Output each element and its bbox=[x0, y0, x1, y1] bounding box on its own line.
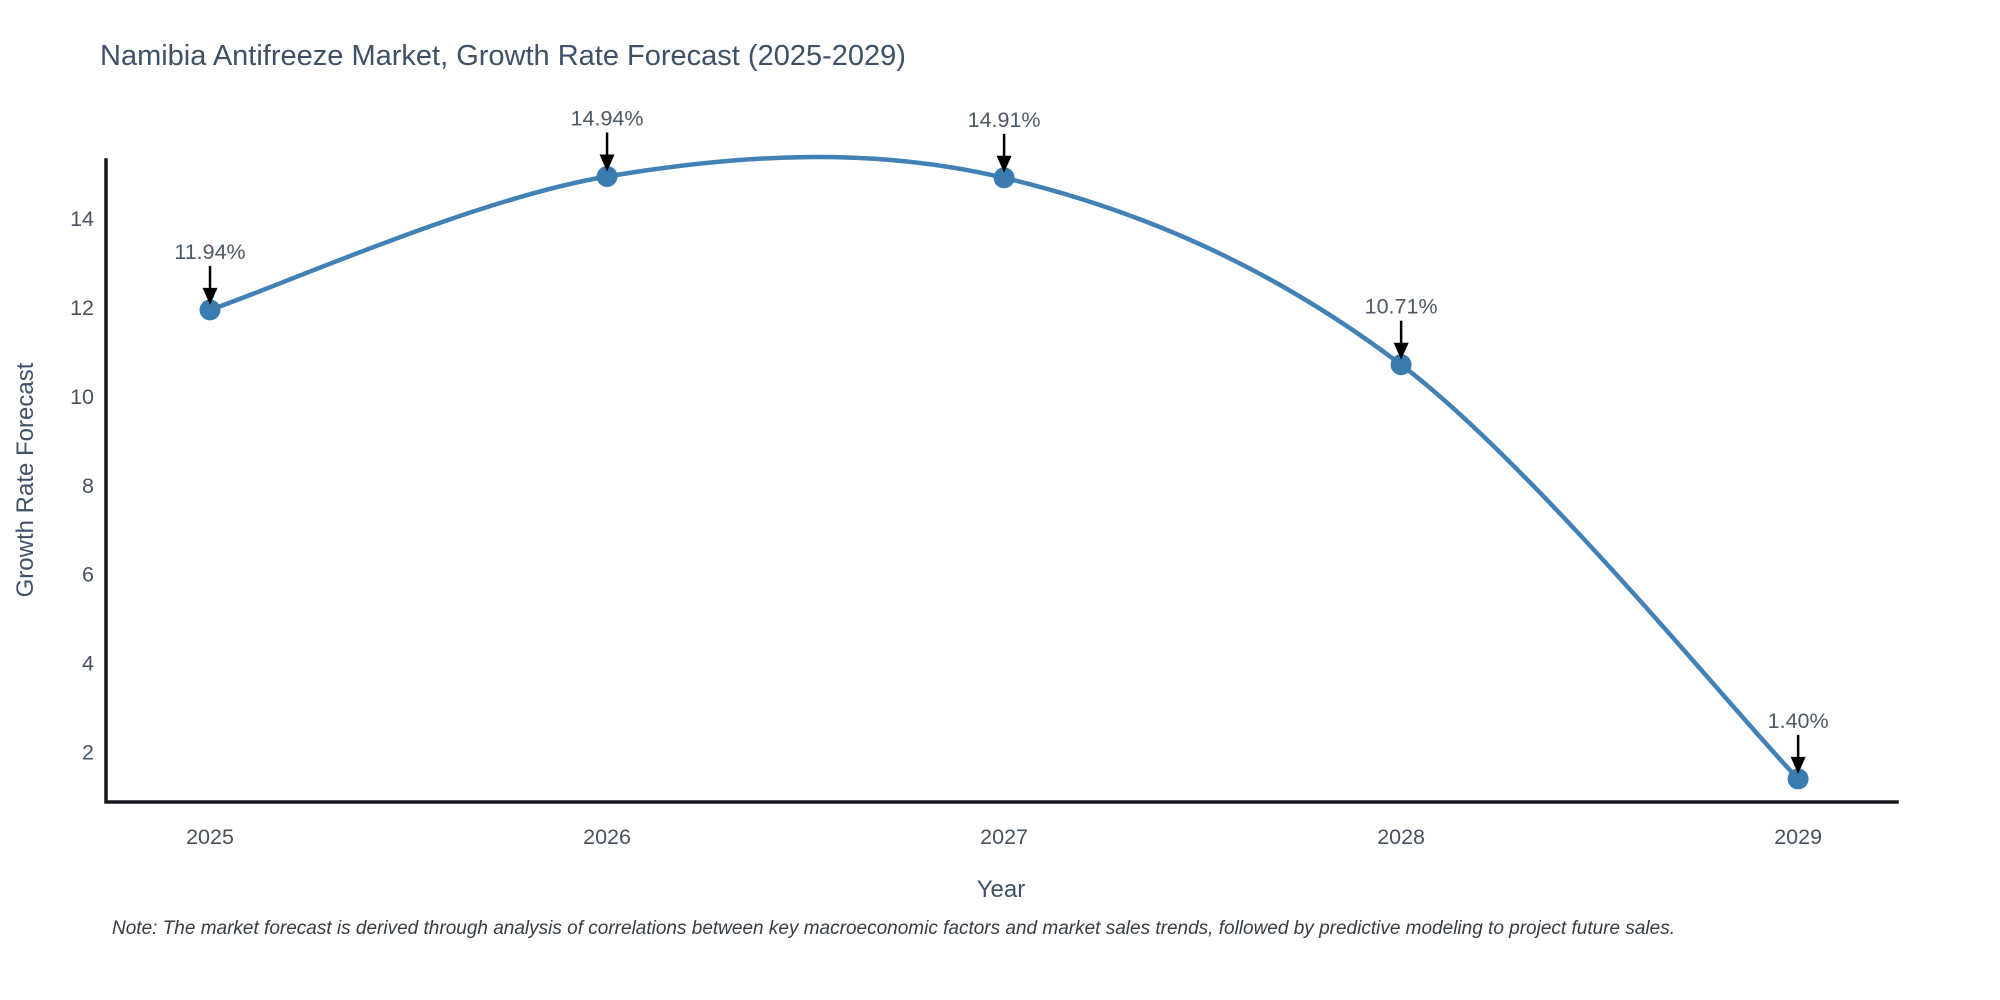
annotation-arrowhead-icon bbox=[996, 155, 1012, 173]
data-point-marker bbox=[1390, 354, 1412, 376]
annotation-label: 11.94% bbox=[174, 240, 245, 264]
x-tick-label: 2026 bbox=[583, 825, 631, 849]
y-tick-label: 10 bbox=[70, 385, 94, 409]
y-tick-label: 2 bbox=[82, 741, 94, 765]
annotation-arrowhead-icon bbox=[599, 154, 615, 172]
axis-spines bbox=[104, 158, 1899, 804]
x-tick-label: 2025 bbox=[186, 825, 234, 849]
annotation-label: 14.94% bbox=[571, 107, 644, 131]
annotation-label: 14.91% bbox=[968, 108, 1041, 132]
y-tick-label: 6 bbox=[82, 563, 94, 587]
x-axis-title: Year bbox=[976, 876, 1026, 903]
x-tick-label: 2027 bbox=[980, 825, 1028, 849]
data-point-marker bbox=[993, 167, 1015, 189]
y-tick-label: 12 bbox=[70, 296, 94, 320]
y-tick-label: 14 bbox=[70, 207, 94, 231]
annotation-label: 1.40% bbox=[1768, 709, 1829, 733]
y-tick-label: 8 bbox=[82, 474, 94, 498]
footnote: Note: The market forecast is derived thr… bbox=[112, 918, 1675, 939]
annotation-label: 10.71% bbox=[1365, 295, 1438, 319]
data-point-marker bbox=[199, 299, 221, 321]
chart-title: Namibia Antifreeze Market, Growth Rate F… bbox=[100, 40, 906, 72]
y-axis-title: Growth Rate Forecast bbox=[12, 362, 39, 598]
annotation-arrowhead-icon bbox=[202, 287, 218, 305]
x-tick-label: 2028 bbox=[1377, 825, 1425, 849]
y-tick-label: 4 bbox=[82, 652, 94, 676]
forecast-line bbox=[207, 154, 1801, 782]
data-point-marker bbox=[596, 166, 618, 187]
data-point-marker bbox=[1787, 768, 1809, 790]
annotation-arrowhead-icon bbox=[1393, 342, 1409, 360]
annotation-arrowhead-icon bbox=[1790, 756, 1806, 774]
x-tick-label: 2029 bbox=[1774, 825, 1822, 849]
